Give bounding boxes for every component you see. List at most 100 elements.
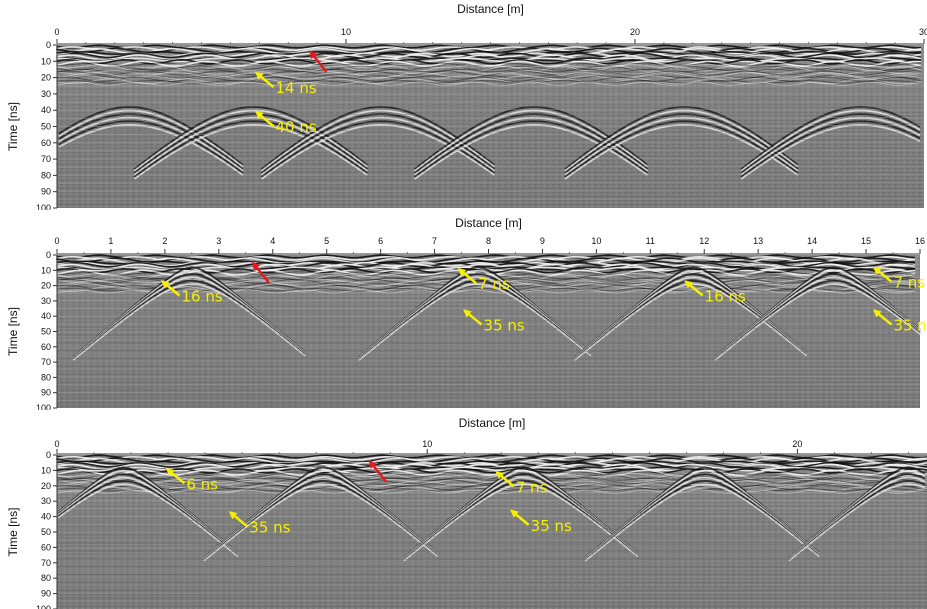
red-arrow-annotation — [251, 261, 271, 284]
y-tick-label: 50 — [41, 122, 51, 132]
y-tick-label: 100 — [36, 203, 51, 210]
x-tick-label: 8 — [486, 236, 491, 246]
x-tick-label: 15 — [861, 236, 871, 246]
y-tick-label: 50 — [41, 327, 51, 337]
x-tick-label: 5 — [324, 236, 329, 246]
radargram-3: Distance [m] 0 10 20 0 10 20 30 40 50 60 70 80 90 100 T… — [6, 416, 927, 609]
y-tick-label: 0 — [46, 450, 51, 460]
radargram-1: Distance [m] 0 10 20 30 0 10 20 30 40 50 60 70 80 90 10… — [6, 2, 927, 210]
yellow-arrow-annotation — [495, 471, 515, 488]
y-tick-label: 0 — [46, 40, 51, 50]
yellow-arrow-annotation — [165, 468, 186, 485]
diffraction-hyperbola — [740, 105, 921, 170]
x-tick-label: 30 — [919, 27, 927, 37]
x-tick-label: 10 — [341, 27, 351, 37]
reflection-texture — [56, 44, 922, 86]
x-tick-label: 1 — [108, 236, 113, 246]
diffraction-hyperbola — [57, 483, 239, 557]
yellow-arrow-annotation — [160, 280, 181, 297]
y-tick-label: 90 — [41, 589, 51, 599]
y-tick-label: 80 — [41, 170, 51, 180]
y-tick-label: 20 — [41, 481, 51, 491]
x-tick-label: 3 — [216, 236, 221, 246]
x-axis-title: Distance [m] — [459, 416, 526, 430]
x-tick-label: 6 — [378, 236, 383, 246]
yellow-arrow-annotation — [510, 509, 530, 526]
red-arrow-annotation — [368, 460, 387, 483]
diffraction-hyperbola — [584, 479, 820, 561]
y-tick-label: 80 — [41, 372, 51, 382]
diffraction-hyperbola — [740, 113, 921, 174]
y-tick-label: 60 — [41, 542, 51, 552]
annotation-label: 35 ns — [484, 317, 525, 335]
y-tick-label: 100 — [36, 604, 51, 609]
diffraction-hyperbola — [58, 120, 244, 174]
yellow-arrow-annotation — [462, 309, 483, 326]
diffraction-hyperbola — [203, 483, 439, 562]
radargram-panel-2: Distance [m] 0 1 2 3 4 5 6 7 8 9 10 11 12 13 14 15 16 0 10 2… — [0, 210, 927, 410]
diffraction-hyperbola — [584, 483, 820, 562]
y-tick-label: 40 — [41, 512, 51, 522]
y-tick-label: 30 — [41, 296, 51, 306]
x-tick-label: 2 — [162, 236, 167, 246]
y-tick-label: 60 — [41, 138, 51, 148]
x-tick-label: 7 — [432, 236, 437, 246]
y-axis-title: Time [ns] — [6, 508, 20, 557]
yellow-arrow-annotation — [228, 511, 249, 528]
y-tick-label: 90 — [41, 388, 51, 398]
y-tick-label: 50 — [41, 527, 51, 537]
diffraction-hyperbola — [133, 123, 368, 180]
annotation-label: 35 ns — [893, 317, 927, 335]
annotation-label: 35 ns — [531, 517, 572, 535]
diffraction-hyperbola — [133, 105, 368, 170]
y-tick-label: 30 — [41, 89, 51, 99]
y-tick-label: 100 — [36, 403, 51, 410]
y-tick-label: 90 — [41, 187, 51, 197]
x-tick-label: 13 — [753, 236, 763, 246]
y-axis-title: Time [ns] — [6, 102, 20, 151]
annotation-label: 14 ns — [276, 79, 317, 97]
y-tick-label: 20 — [41, 73, 51, 83]
y-axis-title: Time [ns] — [6, 307, 20, 356]
diffraction-hyperbola — [714, 279, 921, 360]
diffraction-hyperbola — [260, 105, 496, 170]
y-tick-label: 80 — [41, 573, 51, 583]
x-tick-label: 0 — [54, 27, 59, 37]
y-tick-label: 60 — [41, 342, 51, 352]
diffraction-hyperbola — [58, 109, 244, 168]
y-tick-label: 10 — [41, 265, 51, 275]
annotation-label: 16 ns — [181, 287, 222, 305]
diffraction-hyperbola — [740, 116, 921, 176]
y-tick-label: 70 — [41, 154, 51, 164]
y-tick-label: 10 — [41, 56, 51, 66]
diffraction-hyperbola — [403, 483, 639, 562]
diffraction-hyperbola — [358, 283, 592, 361]
diffraction-hyperbola — [714, 283, 921, 361]
x-tick-label: 4 — [270, 236, 275, 246]
annotation-label: 16 ns — [705, 287, 746, 305]
y-tick-label: 10 — [41, 465, 51, 475]
y-tick-label: 20 — [41, 281, 51, 291]
x-tick-label: 10 — [591, 236, 601, 246]
yellow-arrow-annotation — [872, 309, 893, 326]
x-tick-label: 14 — [807, 236, 817, 246]
x-tick-label: 20 — [630, 27, 640, 37]
radargram-panel-3: Distance [m] 0 10 20 0 10 20 30 40 50 60 70 80 90 100 T… — [0, 410, 927, 609]
yellow-arrow-annotation — [684, 280, 704, 297]
x-tick-label: 20 — [792, 439, 802, 449]
y-tick-label: 30 — [41, 496, 51, 506]
annotation-label: 7 ns — [478, 275, 510, 293]
annotation-label: 35 ns — [249, 518, 290, 536]
x-tick-label: 12 — [699, 236, 709, 246]
x-tick-label: 10 — [422, 439, 432, 449]
x-tick-label: 9 — [540, 236, 545, 246]
diffraction-hyperbola — [72, 283, 306, 361]
diffraction-hyperbola — [564, 123, 799, 180]
yellow-arrow-annotation — [872, 266, 893, 283]
annotation-label: 7 ns — [516, 478, 548, 496]
x-axis-title: Distance [m] — [455, 216, 522, 230]
annotation-label: 6 ns — [186, 475, 218, 493]
x-tick-label: 0 — [54, 439, 59, 449]
y-tick-label: 70 — [41, 357, 51, 367]
y-tick-label: 40 — [41, 105, 51, 115]
